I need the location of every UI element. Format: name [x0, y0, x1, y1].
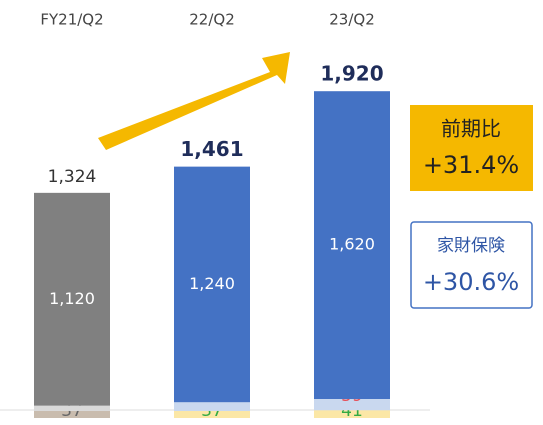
x-tick-label: 23/Q2: [329, 11, 375, 29]
data-label: 1,120: [49, 289, 95, 308]
annotation-title: 前期比: [441, 117, 501, 141]
total-label: 1,324: [48, 167, 97, 187]
annotation-text: +30.6%: [423, 268, 519, 296]
x-tick-label: 22/Q2: [189, 11, 235, 29]
annotation-box: [410, 105, 533, 191]
bar-segment: [34, 192, 110, 406]
bar-segment: [174, 402, 250, 411]
annotation-box: [410, 221, 533, 309]
x-tick-label: FY21/Q2: [40, 11, 103, 29]
total-label: 1,461: [180, 137, 243, 161]
bar-segment: [314, 399, 390, 411]
annotation-text: +31.4%: [423, 151, 519, 179]
data-label: 1,240: [189, 274, 235, 293]
bar-segment: [34, 410, 110, 418]
bar-segment: [174, 166, 250, 403]
total-label: 1,920: [320, 62, 383, 86]
growth-arrow: [98, 52, 290, 150]
data-label: 1,620: [329, 235, 375, 254]
annotation-title: 家財保険: [437, 236, 505, 256]
bar-segment: [174, 410, 250, 418]
bar-segment: [34, 405, 110, 411]
bar-segment: [314, 410, 390, 418]
bar-segment: [314, 91, 390, 399]
